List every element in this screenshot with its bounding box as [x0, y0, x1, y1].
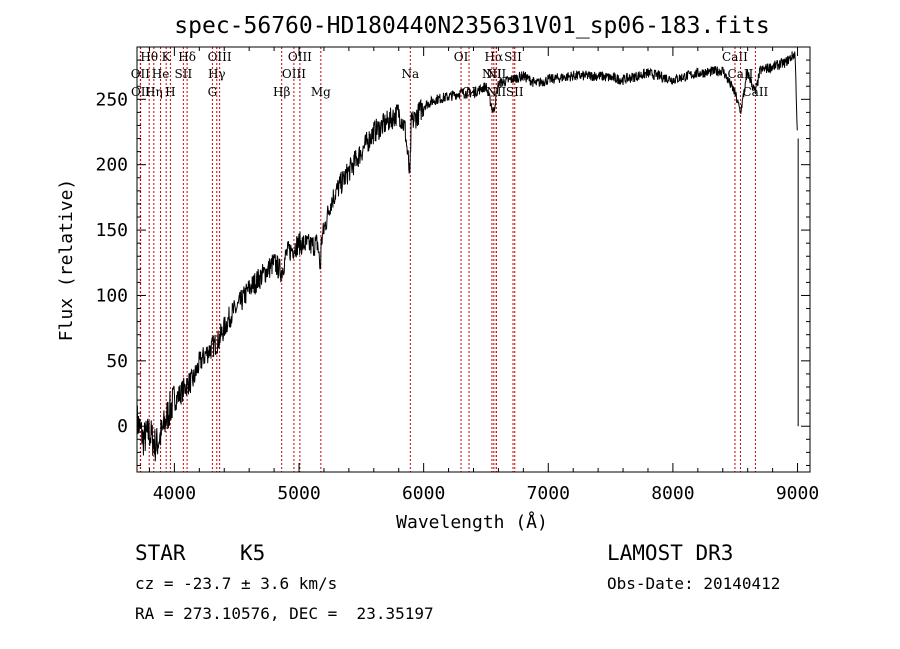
line-marker-label: Hθ [140, 50, 158, 64]
line-marker-label: Mg [311, 85, 331, 99]
x-axis: 4000 5000 6000 7000 8000 9000 [148, 47, 819, 504]
x-tick-label: 6000 [402, 483, 445, 504]
line-marker-label: Na [401, 67, 419, 81]
y-tick-label: 200 [95, 155, 128, 176]
y-tick-label: 0 [117, 416, 128, 437]
line-marker-label: Hγ [208, 67, 226, 81]
y-axis-label: Flux (relative) [56, 179, 77, 342]
obs-date: Obs-Date: 20140412 [607, 574, 781, 593]
survey-name: LAMOST DR3 [607, 541, 734, 565]
plot-frame [136, 46, 811, 473]
object-class: STAR [135, 541, 186, 565]
spectral-subclass: K5 [240, 541, 266, 565]
line-marker-label: K [162, 50, 172, 64]
chart-title: spec-56760-HD180440N235631V01_sp06-183.f… [174, 13, 769, 39]
line-marker-label: SII [506, 85, 524, 99]
line-marker-label: Hη [145, 85, 163, 99]
x-tick-label: 5000 [277, 483, 320, 504]
line-marker-label: OII [131, 85, 151, 99]
y-tick-label: 50 [106, 351, 128, 372]
spectrum-line [136, 51, 798, 462]
line-marker-label: Hβ [273, 85, 290, 99]
x-axis-label: Wavelength (Å) [396, 511, 548, 533]
line-marker-label: OI [454, 50, 469, 64]
line-marker-label: SII [504, 50, 522, 64]
line-marker-label: Hδ [178, 50, 196, 64]
x-tick-label: 4000 [153, 483, 196, 504]
line-marker-label: He [152, 67, 170, 81]
line-marker-label: Hα [485, 50, 504, 64]
coordinates: RA = 273.10576, DEC = 23.35197 [135, 604, 434, 623]
y-axis: 0 50 100 150 200 250 [95, 59, 810, 466]
spectrum-series [136, 51, 799, 462]
line-marker-label: SII [175, 67, 193, 81]
y-tick-label: 150 [95, 220, 128, 241]
line-marker-label: H [165, 85, 175, 99]
y-tick-label: 250 [95, 89, 128, 110]
redshift-info: cz = -23.7 ± 3.6 km/s [135, 574, 338, 593]
line-marker-label: OIII [208, 50, 232, 64]
line-marker-label: OII [131, 67, 151, 81]
line-marker-label: OIII [288, 50, 312, 64]
line-marker-label: NII [482, 67, 502, 81]
line-marker-label: CaII [722, 50, 748, 64]
x-tick-label: 7000 [527, 483, 570, 504]
x-tick-label: 8000 [651, 483, 694, 504]
line-marker-label: OIII [282, 67, 306, 81]
x-tick-label: 9000 [776, 483, 819, 504]
y-tick-label: 100 [95, 285, 128, 306]
line-marker-label: NII [486, 67, 506, 81]
line-marker-label: G [208, 85, 218, 99]
